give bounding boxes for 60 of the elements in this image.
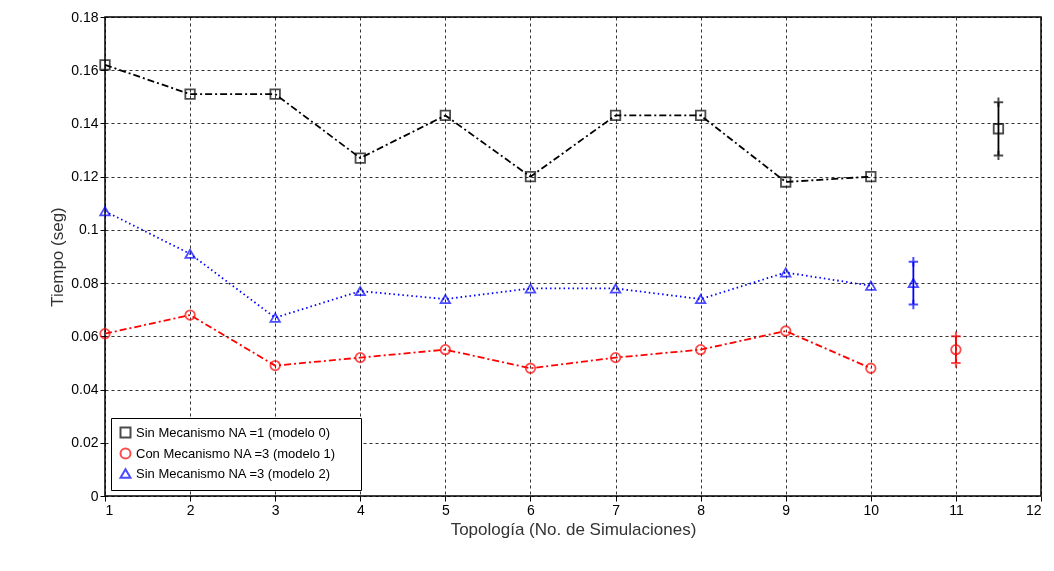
point [99,59,111,71]
y-tick-label: 0.08 [71,274,99,291]
point [780,176,792,188]
y-tick-label: 0.14 [71,114,99,131]
point [439,109,452,122]
x-tick-label: 11 [949,501,964,518]
point [354,286,366,297]
point [439,294,452,305]
point [609,283,622,294]
point [354,152,366,164]
y-tick-label: 0.12 [71,168,99,185]
x-tick-label: 4 [356,501,365,518]
point [184,248,196,259]
x-tick-label: 9 [782,501,791,518]
point [950,344,962,356]
x-tick-label: 5 [441,501,450,518]
x-tick-label: 8 [697,501,706,518]
y-tick-label: 0.04 [71,381,99,398]
point [269,88,281,100]
y-tick-label: 0.02 [71,434,99,451]
y-axis-title: Tiempo (seg) [48,207,68,307]
x-axis-title: Topología (No. de Simulaciones) [450,519,697,539]
point [439,344,452,356]
x-tick-label: 7 [612,501,621,518]
point [780,267,792,278]
point [99,328,111,340]
point [694,344,707,356]
legend-label: Sin Mecanismo NA =3 (modelo 2) [136,465,331,481]
point [524,283,537,294]
point [269,312,281,323]
x-tick-label: 3 [271,501,280,518]
point [780,325,792,337]
point [99,206,111,217]
x-tick-label: 1 [105,501,114,518]
point [269,359,281,372]
x-tick-label: 12 [1025,501,1042,518]
x-tick-label: 2 [186,501,195,518]
point [865,171,877,183]
y-tick-label: 0.1 [79,221,99,238]
point [354,351,366,364]
y-tick-label: 0.18 [71,8,99,25]
x-tick-label: 10 [863,501,880,518]
legend-label: Sin Mecanismo NA =1 (modelo 0) [136,424,331,440]
point [609,351,622,364]
y-tick-label: 0 [90,487,99,504]
point [907,278,920,289]
point [992,123,1005,135]
point [694,294,707,305]
point [184,88,196,100]
point [524,362,537,374]
point [865,362,877,374]
point [184,309,196,321]
point [865,280,877,291]
point [694,109,707,122]
y-tick-label: 0.06 [71,327,99,344]
y-tick-label: 0.16 [71,61,99,78]
x-tick-label: 6 [527,501,536,518]
point [609,109,622,122]
legend-label: Con Mecanismo NA =3 (modelo 1) [136,445,336,461]
point [524,171,537,183]
